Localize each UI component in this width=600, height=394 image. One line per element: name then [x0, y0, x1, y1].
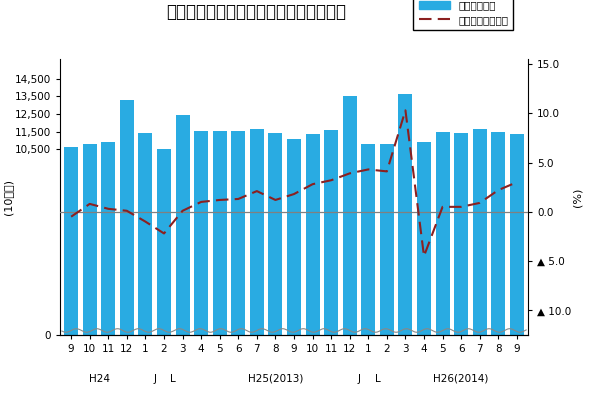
- Text: L: L: [374, 374, 380, 384]
- Bar: [101, 142, 115, 335]
- Text: J: J: [153, 374, 156, 384]
- Bar: [120, 100, 134, 335]
- Legend: 小売業販売額, 前年同月比増減率: 小売業販売額, 前年同月比増減率: [413, 0, 514, 30]
- Bar: [343, 96, 356, 335]
- Bar: [398, 94, 412, 335]
- Text: L: L: [170, 374, 176, 384]
- Bar: [194, 131, 208, 335]
- Text: H26(2014): H26(2014): [433, 374, 489, 384]
- Bar: [417, 142, 431, 335]
- Y-axis label: (10億円): (10億円): [4, 179, 13, 215]
- Bar: [361, 143, 375, 335]
- Bar: [380, 144, 394, 335]
- Bar: [436, 132, 449, 335]
- Bar: [83, 143, 97, 335]
- Text: J: J: [358, 374, 361, 384]
- Bar: [454, 133, 468, 335]
- Text: H25(2013): H25(2013): [248, 374, 303, 384]
- Bar: [510, 134, 524, 335]
- Bar: [268, 133, 283, 335]
- Title: 小売業販売額・前年同月比増減率の推移: 小売業販売額・前年同月比増減率の推移: [167, 4, 347, 21]
- Y-axis label: (%): (%): [572, 187, 583, 207]
- Bar: [250, 128, 264, 335]
- Bar: [305, 134, 320, 335]
- Bar: [213, 131, 227, 335]
- Bar: [232, 132, 245, 335]
- Bar: [139, 133, 152, 335]
- Bar: [157, 149, 171, 335]
- Bar: [287, 139, 301, 335]
- Text: H24: H24: [89, 374, 110, 384]
- Bar: [324, 130, 338, 335]
- Bar: [491, 132, 505, 335]
- Bar: [176, 115, 190, 335]
- Bar: [64, 147, 78, 335]
- Bar: [473, 128, 487, 335]
